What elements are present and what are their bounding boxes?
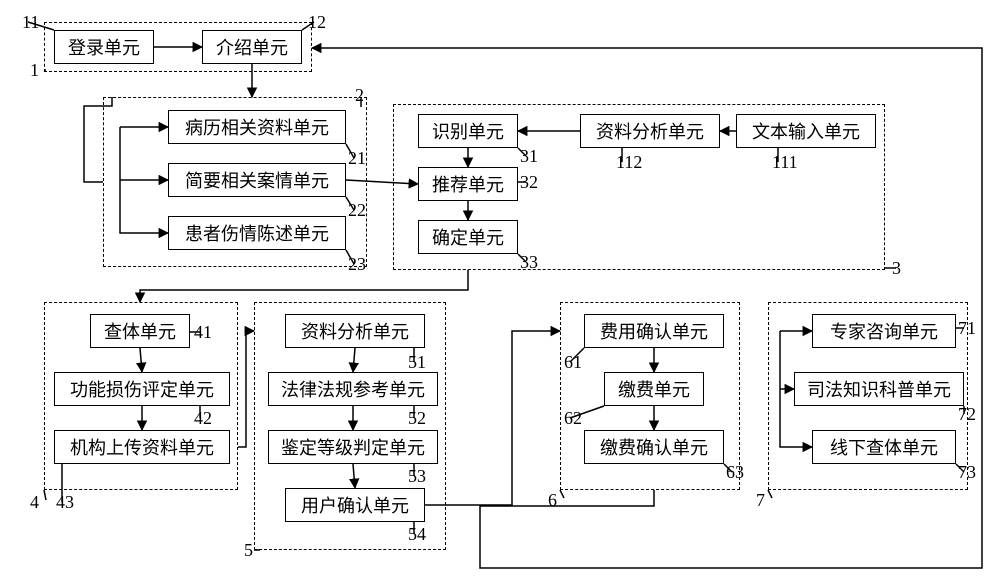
group-label-g5: 5 [244, 540, 253, 561]
node-n54: 用户确认单元 [285, 488, 425, 522]
node-label-n51: 51 [408, 352, 426, 373]
node-n112: 资料分析单元 [580, 114, 720, 148]
node-n63: 缴费确认单元 [584, 430, 724, 464]
node-label-n111: 111 [772, 152, 798, 173]
node-label-n21: 21 [348, 148, 366, 169]
arrow-layer [0, 0, 1000, 578]
node-label-n23: 23 [348, 254, 366, 275]
node-n22: 简要相关案情单元 [168, 163, 346, 197]
node-n12: 介绍单元 [202, 30, 302, 64]
node-label-n22: 22 [348, 200, 366, 221]
group-label-g6: 6 [548, 490, 557, 511]
node-label-n42: 42 [194, 408, 212, 429]
node-n72: 司法知识科普单元 [794, 372, 964, 406]
node-label-n73: 73 [958, 462, 976, 483]
node-label-n41: 41 [194, 322, 212, 343]
node-n52: 法律法规参考单元 [268, 372, 438, 406]
node-n51: 资料分析单元 [285, 314, 425, 348]
node-n41: 查体单元 [90, 314, 190, 348]
node-n33: 确定单元 [418, 220, 518, 254]
node-n43: 机构上传资料单元 [54, 430, 230, 464]
node-n31: 识别单元 [418, 114, 518, 148]
group-label-g2: 2 [355, 85, 364, 106]
node-label-n72: 72 [958, 404, 976, 425]
node-n11: 登录单元 [54, 30, 154, 64]
node-n21: 病历相关资料单元 [168, 110, 346, 144]
node-label-n12: 12 [308, 12, 326, 33]
node-n71: 专家咨询单元 [812, 314, 956, 348]
node-n32: 推荐单元 [418, 167, 518, 201]
node-label-n11: 11 [22, 12, 39, 33]
node-n42: 功能损伤评定单元 [54, 372, 230, 406]
node-n53: 鉴定等级判定单元 [268, 430, 438, 464]
node-n73: 线下查体单元 [812, 430, 956, 464]
node-label-n32: 32 [520, 172, 538, 193]
group-label-g3: 3 [892, 258, 901, 279]
group-label-g7: 7 [756, 490, 765, 511]
node-label-n31: 31 [520, 146, 538, 167]
node-label-n54: 54 [408, 524, 426, 545]
node-label-n53: 53 [408, 466, 426, 487]
node-label-n63: 63 [726, 462, 744, 483]
group-label-g4: 4 [30, 492, 39, 513]
diagram-stage: 1234567登录单元11介绍单元12病历相关资料单元21简要相关案情单元22患… [0, 0, 1000, 578]
node-n62: 缴费单元 [604, 372, 704, 406]
node-label-n52: 52 [408, 408, 426, 429]
node-label-n71: 71 [958, 318, 976, 339]
node-n23: 患者伤情陈述单元 [168, 216, 346, 250]
node-n111: 文本输入单元 [736, 114, 876, 148]
node-n61: 费用确认单元 [584, 314, 724, 348]
node-label-n112: 112 [616, 152, 642, 173]
group-label-g1: 1 [30, 60, 39, 81]
node-label-n62: 62 [564, 408, 582, 429]
node-label-n43: 43 [56, 492, 74, 513]
node-label-n61: 61 [564, 352, 582, 373]
node-label-n33: 33 [520, 252, 538, 273]
